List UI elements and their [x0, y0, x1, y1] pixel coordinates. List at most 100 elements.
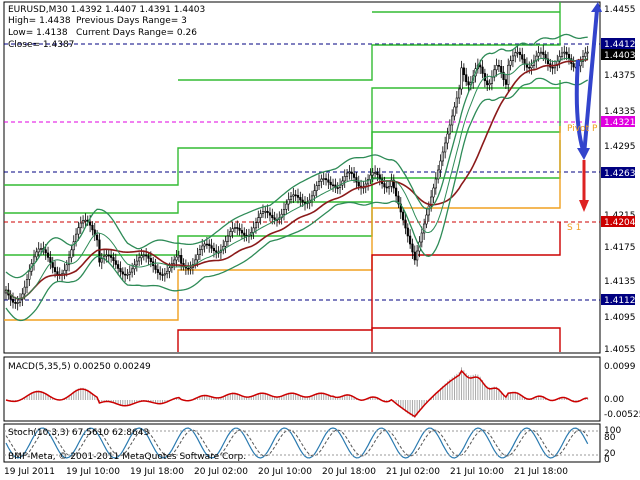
candle-body	[119, 268, 122, 273]
stoch-tick: 0	[604, 455, 610, 465]
candle-body	[173, 259, 176, 265]
price-badge	[601, 294, 635, 305]
candle-body	[240, 230, 244, 234]
candle-body	[490, 76, 493, 84]
candle-body	[177, 254, 180, 258]
macd-pane[interactable]	[3, 356, 601, 422]
candle-body	[88, 221, 92, 226]
candle-body	[187, 267, 190, 270]
candle-body	[441, 151, 444, 162]
candle-body	[518, 51, 522, 55]
candle-body	[462, 67, 465, 76]
candle-body	[481, 66, 484, 74]
curr-range-label: Current Days Range= 0.26	[76, 28, 197, 38]
candle-body	[486, 80, 489, 86]
candle-body	[586, 51, 589, 54]
candle-body	[317, 181, 321, 186]
s-line	[371, 327, 561, 352]
candle-body	[229, 231, 232, 237]
candle-body	[373, 171, 377, 174]
bollinger-lower	[5, 77, 589, 322]
candle-body	[23, 286, 26, 295]
candle-body	[511, 55, 515, 62]
candle-body	[397, 195, 400, 205]
candle-body	[205, 243, 208, 246]
candle-body	[35, 251, 38, 258]
candle-body	[25, 279, 29, 288]
candle-body	[453, 106, 456, 117]
candle-body	[282, 209, 286, 215]
candle-body	[455, 97, 458, 108]
forecast-arrow-up	[582, 9, 599, 156]
candle-body	[390, 179, 393, 187]
candle-body	[493, 69, 496, 78]
macd-signal-line	[5, 369, 588, 418]
symbol-line: EURUSD,M30 1.4392 1.4407 1.4391 1.4403	[8, 5, 205, 15]
candle-body	[163, 273, 166, 276]
candle-body	[180, 254, 183, 264]
candle-body	[196, 254, 199, 261]
candle-body	[28, 270, 31, 280]
candle-body	[154, 265, 157, 270]
candle-body	[331, 184, 335, 187]
stoch-signal-line	[5, 429, 589, 457]
candle-body	[261, 211, 265, 214]
price-tick: 1.4455	[604, 5, 636, 15]
price-tick: 1.4335	[604, 107, 636, 117]
candle-body	[439, 160, 442, 171]
candle-body	[563, 51, 566, 54]
candle-body	[135, 260, 138, 266]
price-tick: 1.4095	[604, 313, 636, 323]
candle-body	[149, 258, 152, 263]
candle-body	[145, 254, 148, 257]
candle-body	[16, 302, 19, 304]
candle-body	[107, 254, 110, 257]
macd-tick: 0.00	[604, 395, 624, 405]
copyright: BMF-Meta, © 2001-2011 MetaQuotes Softwar…	[8, 452, 246, 462]
candle-body	[53, 267, 57, 272]
forecast-arrows	[574, 2, 602, 212]
candle-body	[105, 254, 108, 257]
macd-title: MACD(5,35,5) 0.00250 0.00249	[8, 362, 151, 372]
candle-body	[70, 249, 73, 259]
candle-body	[96, 234, 99, 241]
candle-body	[142, 254, 145, 257]
candle-body	[147, 255, 150, 259]
candle-body	[11, 299, 15, 303]
candle-body	[39, 248, 43, 250]
candle-body	[84, 219, 87, 222]
close-label: Close= 1.4387	[8, 40, 74, 50]
candle-body	[315, 185, 318, 191]
time-tick: 19 Jul 10:00	[66, 467, 120, 477]
candle-body	[502, 71, 505, 80]
price-badge-text: 1.4403	[604, 51, 636, 61]
stoch-main-line	[5, 427, 589, 459]
candle-body	[98, 239, 101, 263]
candle-body	[238, 227, 241, 231]
candle-body	[91, 224, 94, 231]
candle-body	[110, 255, 113, 258]
candle-body	[285, 203, 288, 210]
candle-body	[222, 245, 225, 251]
macd-tick: -0.00525	[604, 410, 640, 420]
candle-body	[516, 51, 519, 54]
support-label: S 1	[567, 223, 581, 233]
candle-body	[168, 267, 171, 272]
candle-body	[252, 227, 255, 233]
candle-body	[523, 58, 526, 65]
candle-body	[423, 223, 426, 234]
candle-body	[495, 65, 498, 71]
candle-body	[530, 65, 533, 69]
candle-body	[224, 240, 227, 247]
candle-body	[14, 302, 17, 304]
candle-body	[352, 173, 356, 178]
candle-body	[18, 298, 22, 303]
candle-body	[404, 219, 407, 229]
candle-body	[126, 273, 129, 276]
candle-body	[266, 210, 269, 214]
low-label: Low= 1.4138	[8, 28, 68, 38]
candle-body	[539, 51, 543, 54]
candle-body	[175, 256, 178, 261]
candle-body	[114, 260, 117, 265]
